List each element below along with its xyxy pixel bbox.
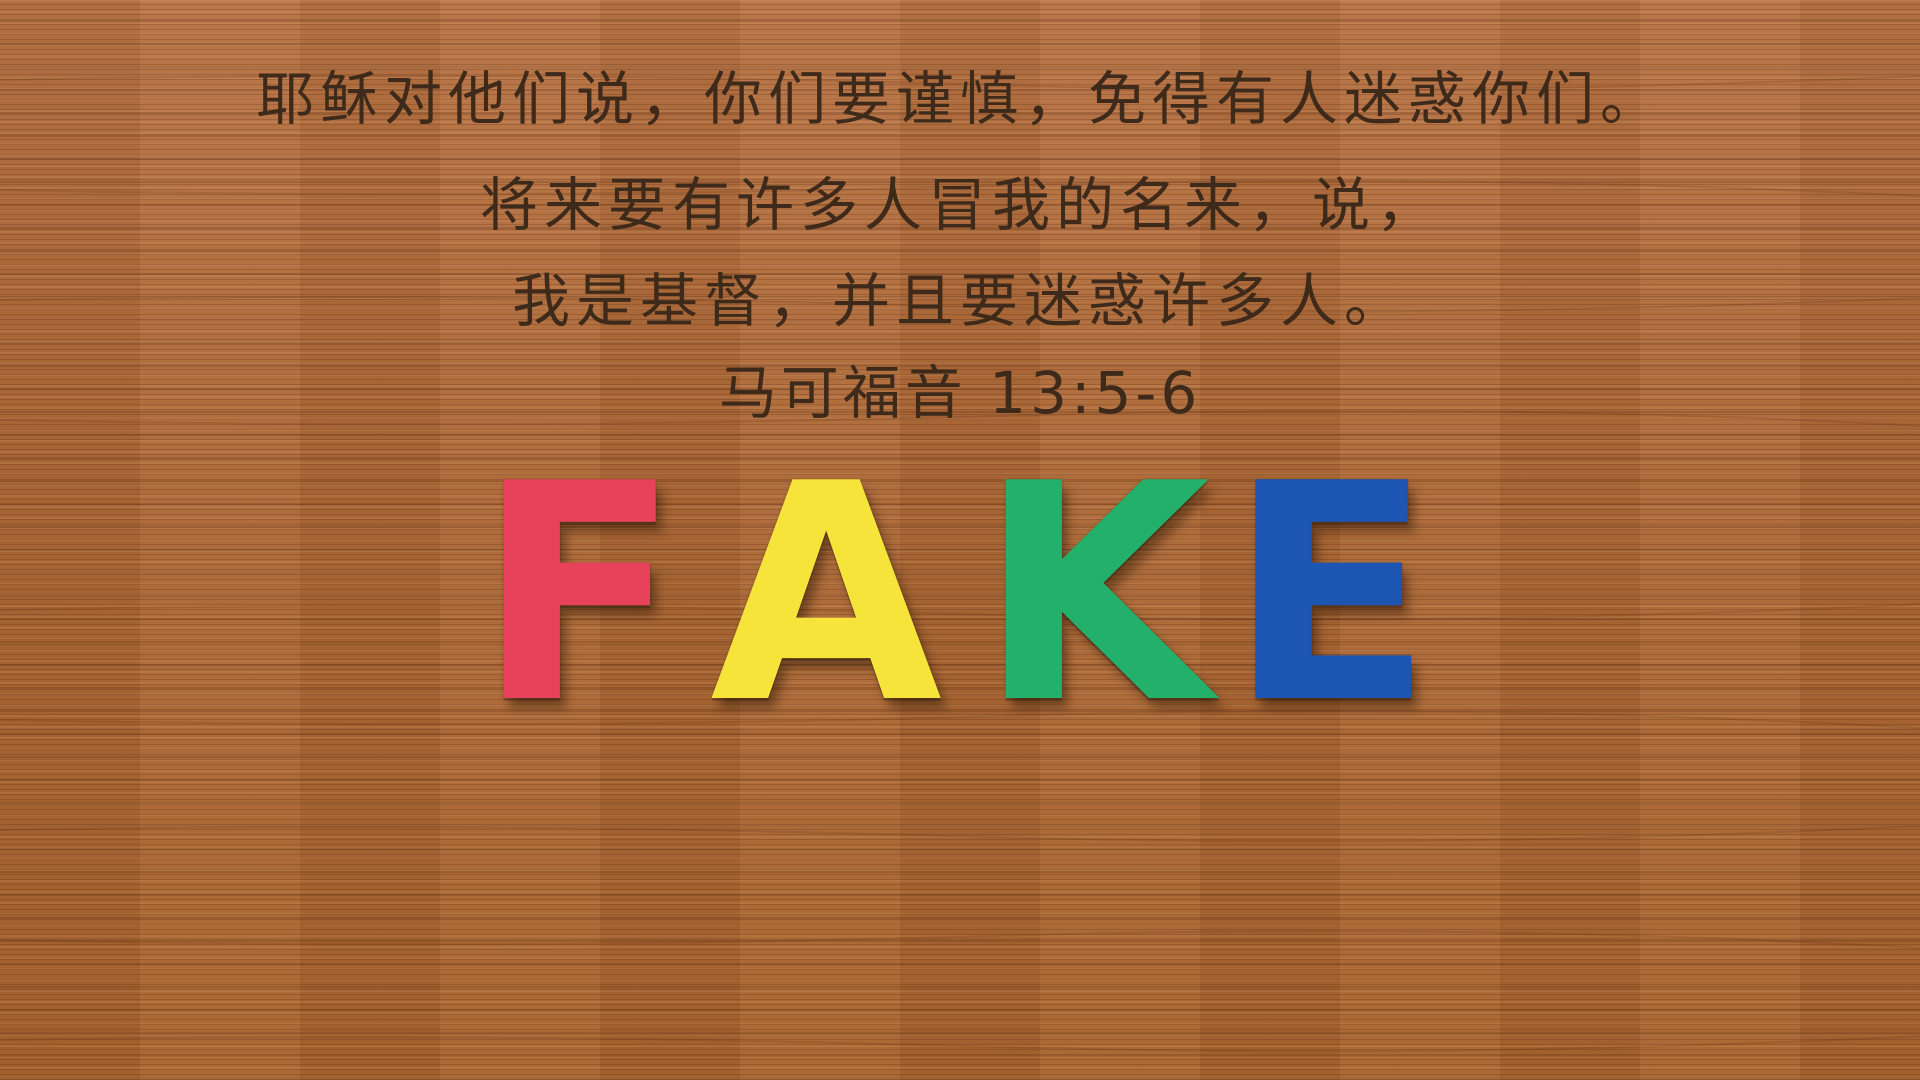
foam-letter-k: K xyxy=(978,420,1211,769)
foam-letter-f: F xyxy=(476,420,681,769)
verse-line-1: 耶稣对他们说，你们要谨慎，免得有人迷惑你们。 xyxy=(255,65,1664,133)
verse-reference: 马可福音 13:5-6 xyxy=(718,359,1202,427)
verse-line-3: 我是基督，并且要迷惑许多人。 xyxy=(511,267,1408,335)
foam-letter-a: A xyxy=(710,420,943,769)
verse-line-2: 将来要有许多人冒我的名来，说， xyxy=(479,171,1440,239)
foam-letter-e: E xyxy=(1228,420,1433,769)
